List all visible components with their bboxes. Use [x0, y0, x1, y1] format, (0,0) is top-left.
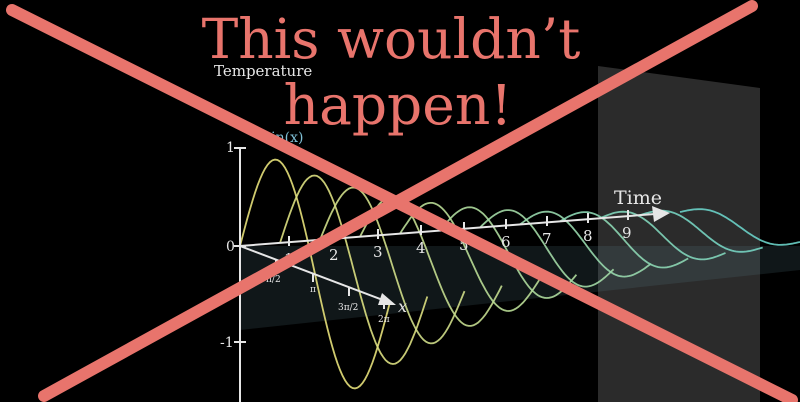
wave-curve [559, 211, 689, 269]
x-tick-label: π/2 [266, 275, 281, 285]
wave-curve [479, 209, 615, 288]
wave-curve [519, 210, 652, 278]
time-tick-label: 6 [501, 233, 511, 251]
x-tick-labels: π/2 π 3π/2 2π [266, 275, 390, 325]
wave-curve [399, 202, 540, 312]
headline-line-2: happen! [284, 73, 513, 137]
time-axis-arrowhead [652, 206, 670, 222]
temperature-tick-label: 1 [226, 140, 235, 156]
wave-curve [599, 210, 726, 261]
time-tick-label: 4 [416, 239, 426, 257]
temperature-tick-label: 0 [226, 239, 235, 255]
x-tick-label: 3π/2 [338, 303, 358, 313]
wave-curve [279, 174, 429, 365]
temperature-tick-label: -1 [220, 335, 234, 351]
x-axis-arrowhead [378, 293, 396, 305]
time-axis-label: Time [614, 187, 662, 209]
wave-curve [679, 208, 800, 246]
time-tick-label: 2 [329, 246, 339, 264]
wave-curves [239, 158, 800, 390]
time-tick-label: 3 [373, 243, 383, 261]
time-tick-label: 8 [583, 227, 593, 245]
headline-line-1: This wouldn’t [202, 7, 581, 71]
x-tick-label: 2π [378, 315, 390, 325]
temperature-axis-label: Temperature [214, 62, 312, 80]
time-tick-label: 9 [622, 224, 632, 242]
time-tick-label: 5 [459, 236, 469, 254]
time-tick-label: 7 [542, 230, 552, 248]
x-tick-label: π [310, 285, 316, 295]
x-mark-icon [6, 0, 798, 402]
wave-curve [319, 186, 466, 345]
x-axis-label: x [398, 297, 407, 316]
